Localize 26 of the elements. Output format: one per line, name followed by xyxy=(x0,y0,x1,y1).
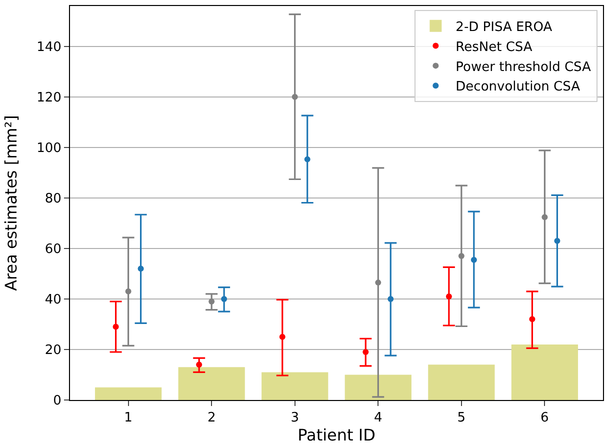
legend-label: 2-D PISA EROA xyxy=(456,20,552,35)
x-tick-label: 1 xyxy=(124,410,132,426)
x-tick-label: 5 xyxy=(457,410,466,426)
y-axis-title: Area estimates [mm²] xyxy=(1,115,20,291)
bar xyxy=(94,387,162,400)
y-tick-label: 100 xyxy=(36,140,62,156)
x-axis-title: Patient ID xyxy=(298,426,376,445)
y-tick-label: 0 xyxy=(53,394,62,409)
y-tick-label: 40 xyxy=(44,292,62,308)
x-tick-label: 2 xyxy=(207,410,216,426)
bar xyxy=(344,374,412,400)
x-tick-label: 4 xyxy=(374,410,382,426)
x-tick-label: 3 xyxy=(290,410,299,426)
bar xyxy=(262,372,328,400)
y-tick-label: 120 xyxy=(36,90,62,106)
legend-label: Deconvolution CSA xyxy=(456,80,580,95)
y-tick-label: 80 xyxy=(44,192,62,206)
bar xyxy=(511,344,578,400)
bar xyxy=(178,367,245,400)
legend-label: Power threshold CSA xyxy=(456,60,592,75)
y-tick-label: 20 xyxy=(44,343,62,358)
y-tick-label: 140 xyxy=(36,40,62,55)
x-tick-label: 6 xyxy=(540,410,549,426)
legend-label: ResNet CSA xyxy=(456,40,532,55)
bar xyxy=(428,364,495,400)
y-tick-label: 60 xyxy=(44,242,62,258)
